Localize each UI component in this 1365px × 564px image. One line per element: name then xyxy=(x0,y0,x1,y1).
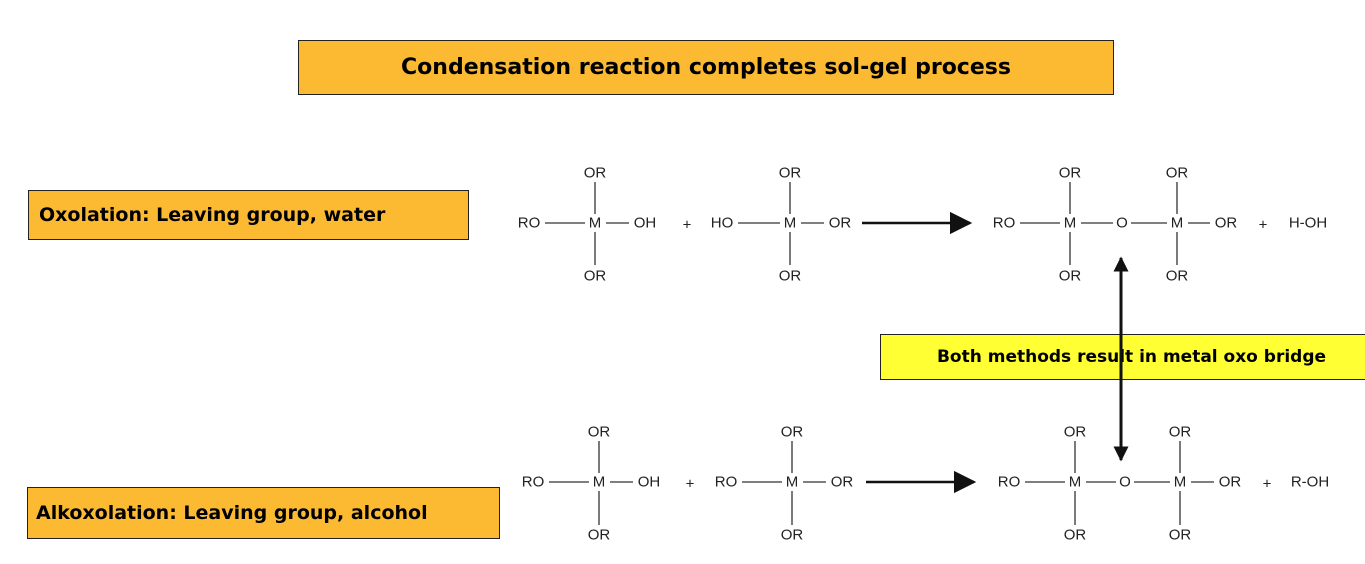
alk-r1-left: RO xyxy=(522,474,545,491)
oxo-plus-1: + xyxy=(683,217,692,234)
oxo-p-m1: M xyxy=(1064,215,1077,232)
alk-r1-right: OH xyxy=(638,474,661,491)
alk-r2-metal: M xyxy=(786,474,799,491)
oxolation-bonds xyxy=(545,182,1210,265)
oxo-r2-metal: M xyxy=(784,215,797,232)
oxo-r1-bottom: OR xyxy=(584,268,607,285)
alkoxolation-bonds xyxy=(549,441,1214,525)
oxo-plus-2: + xyxy=(1259,217,1268,234)
alk-r1-top: OR xyxy=(588,424,611,441)
oxo-r2-left: HO xyxy=(711,215,734,232)
oxo-p-m2-top: OR xyxy=(1166,165,1189,182)
alk-r1-bottom: OR xyxy=(588,527,611,544)
title-text: Condensation reaction completes sol-gel … xyxy=(401,55,1011,80)
alk-byproduct: R-OH xyxy=(1291,474,1329,491)
oxo-r1-metal: M xyxy=(589,215,602,232)
oxo-p-m2-bottom: OR xyxy=(1166,268,1189,285)
oxo-p-m1-bottom: OR xyxy=(1059,268,1082,285)
bridge-callout-label: Both methods result in metal oxo bridge xyxy=(936,347,1327,367)
alkoxolation-label: Alkoxolation: Leaving group, alcohol xyxy=(36,502,428,524)
alk-p-m2: M xyxy=(1174,474,1187,491)
oxo-p-left: RO xyxy=(993,215,1016,232)
alk-plus-1: + xyxy=(686,476,695,493)
oxo-p-right: OR xyxy=(1215,215,1238,232)
alk-r1-metal: M xyxy=(593,474,606,491)
oxo-r2-bottom: OR xyxy=(779,268,802,285)
alk-r2-left: RO xyxy=(715,474,738,491)
oxo-byproduct: H-OH xyxy=(1289,215,1327,232)
alk-p-left: RO xyxy=(998,474,1021,491)
oxo-r1-top: OR xyxy=(584,165,607,182)
oxolation-label-box: Oxolation: Leaving group, water xyxy=(28,190,469,240)
alk-p-m2-bottom: OR xyxy=(1169,527,1192,544)
alk-p-m1: M xyxy=(1069,474,1082,491)
oxo-r2-right: OR xyxy=(829,215,852,232)
oxo-p-bridge: O xyxy=(1116,215,1128,232)
alk-r2-bottom: OR xyxy=(781,527,804,544)
alk-r2-top: OR xyxy=(781,424,804,441)
alk-p-m1-top: OR xyxy=(1064,424,1087,441)
oxo-p-m2: M xyxy=(1171,215,1184,232)
title-banner: Condensation reaction completes sol-gel … xyxy=(298,40,1114,95)
oxo-r1-right: OH xyxy=(634,215,657,232)
oxo-p-m1-top: OR xyxy=(1059,165,1082,182)
alk-p-m2-top: OR xyxy=(1169,424,1192,441)
alk-plus-2: + xyxy=(1263,476,1272,493)
oxolation-label: Oxolation: Leaving group, water xyxy=(39,204,386,226)
alk-r2-right: OR xyxy=(831,474,854,491)
alk-p-m1-bottom: OR xyxy=(1064,527,1087,544)
alk-p-right: OR xyxy=(1219,474,1242,491)
oxo-r2-top: OR xyxy=(779,165,802,182)
alk-p-bridge: O xyxy=(1119,474,1131,491)
oxo-r1-left: RO xyxy=(518,215,541,232)
alkoxolation-label-box: Alkoxolation: Leaving group, alcohol xyxy=(27,487,500,539)
